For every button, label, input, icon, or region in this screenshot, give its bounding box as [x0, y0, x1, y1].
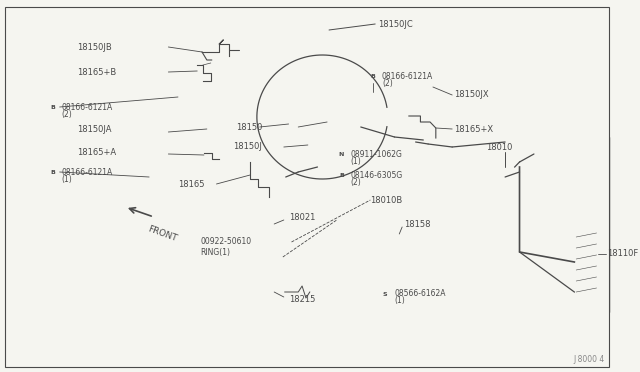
Circle shape — [404, 247, 408, 251]
Circle shape — [335, 168, 348, 182]
Circle shape — [373, 143, 387, 157]
Circle shape — [311, 287, 321, 297]
Text: 18021: 18021 — [289, 212, 315, 221]
Bar — [282, 242, 287, 252]
Bar — [505, 137, 609, 312]
Circle shape — [46, 165, 60, 179]
Bar — [312, 27, 321, 41]
Text: 08166-6121A: 08166-6121A — [61, 167, 113, 176]
Text: 18150JX: 18150JX — [454, 90, 489, 99]
Text: 18150JC: 18150JC — [378, 19, 413, 29]
Text: B: B — [339, 173, 344, 177]
Bar — [308, 24, 329, 44]
Circle shape — [392, 152, 401, 162]
Bar — [409, 114, 422, 128]
Text: 18010: 18010 — [486, 142, 512, 151]
Text: 08166-6121A: 08166-6121A — [382, 71, 433, 80]
Text: (1): (1) — [61, 174, 72, 183]
Circle shape — [335, 147, 348, 161]
Text: 18165+B: 18165+B — [77, 67, 116, 77]
Text: 18215: 18215 — [289, 295, 315, 305]
Bar — [371, 210, 495, 310]
Circle shape — [378, 287, 392, 301]
Text: (1): (1) — [394, 296, 405, 305]
Bar — [210, 121, 221, 137]
Text: J 8000 4: J 8000 4 — [573, 355, 604, 364]
Bar — [412, 116, 419, 126]
Text: (1): (1) — [350, 157, 361, 166]
Text: 18150JA: 18150JA — [77, 125, 111, 134]
Text: 18150: 18150 — [236, 122, 262, 131]
Bar — [415, 82, 425, 98]
Circle shape — [277, 290, 281, 294]
Text: 18165: 18165 — [178, 180, 205, 189]
Circle shape — [175, 94, 181, 100]
Bar — [277, 230, 283, 242]
Circle shape — [146, 174, 152, 180]
Text: 18110F: 18110F — [607, 250, 638, 259]
Text: 00922-50610
RING(1): 00922-50610 RING(1) — [200, 237, 252, 257]
Text: 18150JB: 18150JB — [77, 42, 112, 51]
Bar — [412, 79, 433, 101]
Circle shape — [367, 69, 380, 83]
Text: (2): (2) — [382, 78, 393, 87]
Text: N: N — [339, 151, 344, 157]
Text: (2): (2) — [350, 177, 361, 186]
Text: 18010B: 18010B — [371, 196, 403, 205]
Text: 18158: 18158 — [404, 219, 431, 228]
Text: S: S — [383, 292, 387, 296]
Text: B: B — [371, 74, 376, 78]
Text: FRONT: FRONT — [146, 224, 178, 243]
Text: 18165+X: 18165+X — [454, 125, 493, 134]
Text: 08911-1062G: 08911-1062G — [350, 150, 402, 158]
Bar — [258, 175, 269, 189]
Text: 18165+A: 18165+A — [77, 148, 116, 157]
Text: 08146-6305G: 08146-6305G — [350, 170, 403, 180]
Circle shape — [402, 245, 410, 253]
Bar — [274, 212, 291, 257]
Circle shape — [529, 149, 539, 159]
Text: (2): (2) — [61, 109, 72, 119]
Circle shape — [360, 196, 367, 204]
Polygon shape — [574, 217, 598, 307]
FancyBboxPatch shape — [383, 227, 430, 269]
Text: 08566-6162A: 08566-6162A — [394, 289, 446, 298]
Bar — [308, 139, 327, 157]
Circle shape — [314, 163, 321, 171]
Text: B: B — [51, 170, 55, 174]
Circle shape — [377, 147, 383, 153]
Circle shape — [273, 286, 285, 298]
Bar — [277, 242, 283, 254]
Bar — [312, 142, 321, 154]
Text: B: B — [51, 105, 55, 109]
Text: 08166-6121A: 08166-6121A — [61, 103, 113, 112]
Bar — [193, 212, 371, 312]
Text: 18150J: 18150J — [233, 141, 262, 151]
Circle shape — [46, 100, 60, 114]
Bar — [207, 118, 224, 140]
